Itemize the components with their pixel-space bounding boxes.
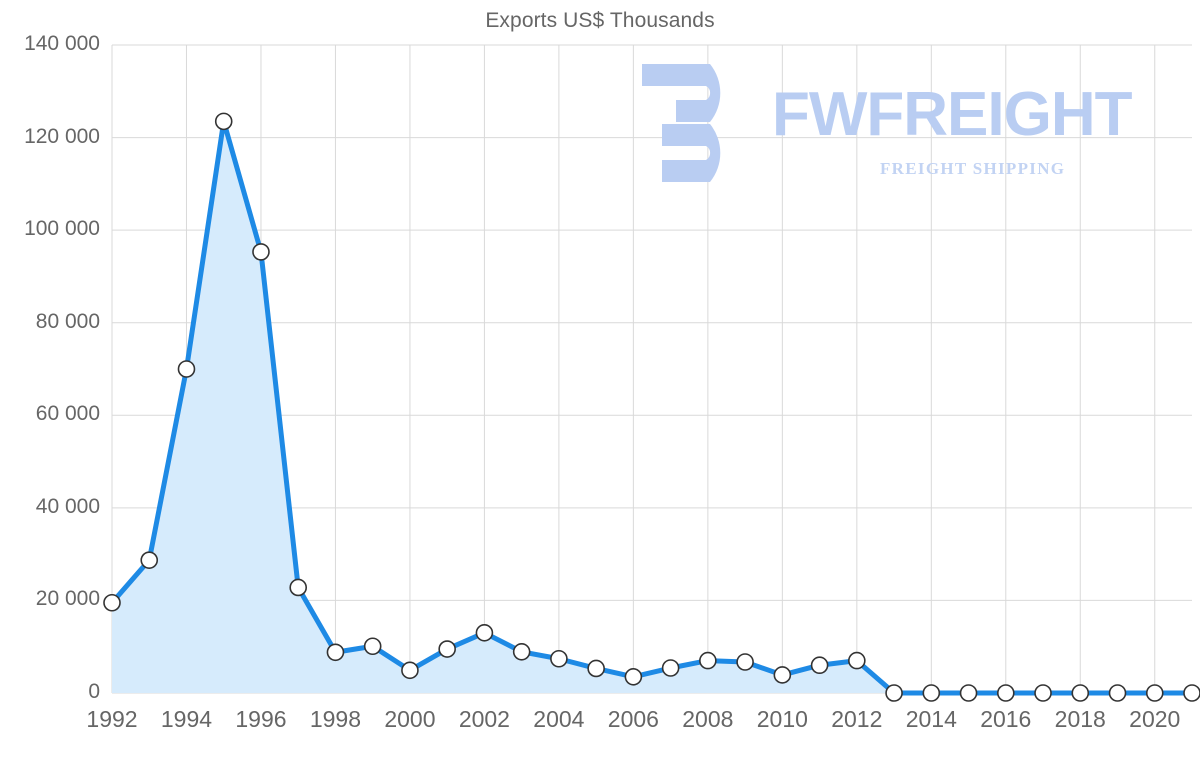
data-point-marker[interactable] [475, 624, 494, 642]
data-point-marker[interactable] [512, 643, 531, 661]
data-point-marker[interactable] [1108, 684, 1127, 702]
y-axis-tick-label: 120 000 [24, 124, 100, 148]
x-axis-tick-label: 2016 [980, 706, 1032, 732]
data-point-marker[interactable] [624, 667, 643, 686]
x-axis-tick-label: 2014 [905, 706, 957, 732]
data-point-marker[interactable] [550, 649, 568, 668]
data-point-marker[interactable] [922, 684, 941, 702]
y-axis-tick-label: 40 000 [35, 494, 100, 518]
x-axis-tick-label: 2004 [533, 706, 585, 732]
data-point-marker[interactable] [289, 578, 308, 597]
data-point-marker[interactable] [848, 651, 866, 670]
data-point-marker[interactable] [885, 684, 903, 702]
y-axis-tick-label: 100 000 [24, 217, 100, 241]
x-axis-tick-label: 2012 [831, 706, 883, 732]
data-point-marker[interactable] [736, 653, 754, 671]
data-point-marker[interactable] [140, 551, 159, 569]
data-point-marker[interactable] [996, 684, 1015, 702]
x-axis-tick-label: 2000 [384, 706, 436, 732]
x-axis-tick-label: 1992 [86, 706, 138, 732]
y-axis-tick-label: 140 000 [24, 32, 100, 55]
data-point-marker[interactable] [699, 651, 717, 670]
x-axis-tick-label: 2010 [756, 706, 808, 732]
data-point-marker[interactable] [1034, 684, 1052, 702]
data-point-marker[interactable] [401, 661, 419, 680]
data-point-marker[interactable] [773, 666, 792, 684]
data-point-marker[interactable] [810, 656, 829, 675]
y-axis-tick-label: 80 000 [35, 309, 100, 333]
x-axis-tick-label: 1994 [160, 706, 213, 732]
y-axis-tick-label: 20 000 [35, 587, 100, 611]
data-point-markers [103, 112, 1200, 702]
data-point-marker[interactable] [1183, 684, 1200, 702]
data-point-marker[interactable] [1145, 684, 1164, 702]
x-axis-tick-label: 1996 [235, 706, 287, 732]
data-point-marker[interactable] [252, 243, 270, 261]
data-point-marker[interactable] [326, 643, 345, 662]
x-axis-tick-label: 2020 [1129, 706, 1181, 732]
chart-title: Exports US$ Thousands [485, 9, 715, 32]
data-point-marker[interactable] [177, 360, 196, 378]
data-point-marker[interactable] [214, 112, 233, 131]
data-point-marker[interactable] [438, 640, 456, 658]
area-fill [112, 121, 1192, 694]
data-point-marker[interactable] [587, 659, 605, 678]
y-axis-tick-label: 0 [88, 680, 100, 703]
data-point-marker[interactable] [363, 637, 382, 656]
x-axis-tick-label: 2018 [1054, 706, 1106, 732]
data-point-marker[interactable] [103, 593, 121, 612]
y-axis-tick-label: 60 000 [35, 402, 100, 426]
data-point-marker[interactable] [1071, 684, 1090, 702]
x-axis-tick-label: 1998 [309, 706, 362, 732]
x-axis-tick-label: 2002 [458, 706, 510, 732]
x-axis-tick-label: 2008 [682, 706, 734, 732]
data-point-marker[interactable] [661, 659, 680, 677]
data-point-marker[interactable] [959, 684, 978, 702]
x-axis-tick-label: 2006 [607, 706, 659, 732]
